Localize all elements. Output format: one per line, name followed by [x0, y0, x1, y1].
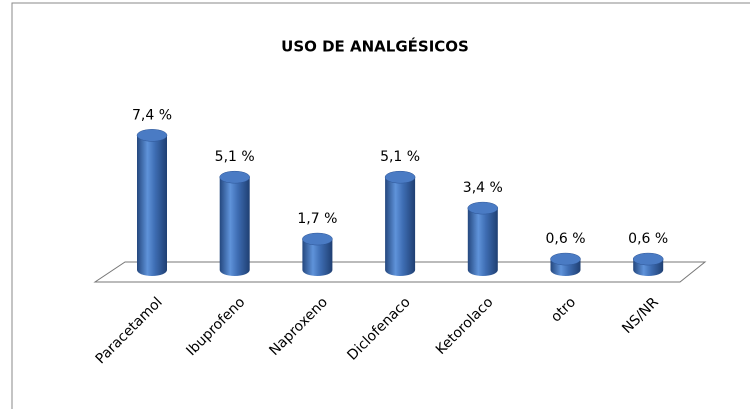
value-label: 5,1 %	[215, 149, 255, 165]
x-tick-label: Ibuprofeno	[183, 294, 248, 359]
chart-border	[11, 2, 750, 409]
x-tick-label: Paracetamol	[93, 294, 166, 367]
x-tick-label: otro	[548, 294, 579, 325]
bar	[385, 177, 416, 276]
value-label: 3,4 %	[463, 180, 503, 196]
bar-top	[384, 170, 416, 184]
value-label: 7,4 %	[132, 107, 172, 123]
value-label: 1,7 %	[297, 211, 337, 227]
bar	[467, 208, 498, 276]
bar-top	[632, 252, 664, 266]
value-label: 5,1 %	[380, 149, 420, 165]
bar	[137, 135, 167, 276]
x-tick-label: Naproxeno	[266, 294, 331, 359]
x-tick-label: Diclofenaco	[344, 294, 413, 363]
bar	[219, 177, 250, 276]
x-tick-label: Ketorolaco	[433, 294, 497, 358]
bar-top	[467, 201, 499, 215]
bar-top	[550, 252, 581, 266]
bar-top	[219, 170, 250, 184]
x-tick-label: NS/NR	[619, 294, 662, 337]
bar-top	[302, 232, 333, 246]
chart-title: USO DE ANALGÉSICOS	[281, 37, 469, 56]
bar	[302, 239, 333, 276]
value-label: 0,6 %	[628, 231, 668, 247]
bar-top	[136, 129, 168, 142]
value-label: 0,6 %	[545, 231, 585, 247]
